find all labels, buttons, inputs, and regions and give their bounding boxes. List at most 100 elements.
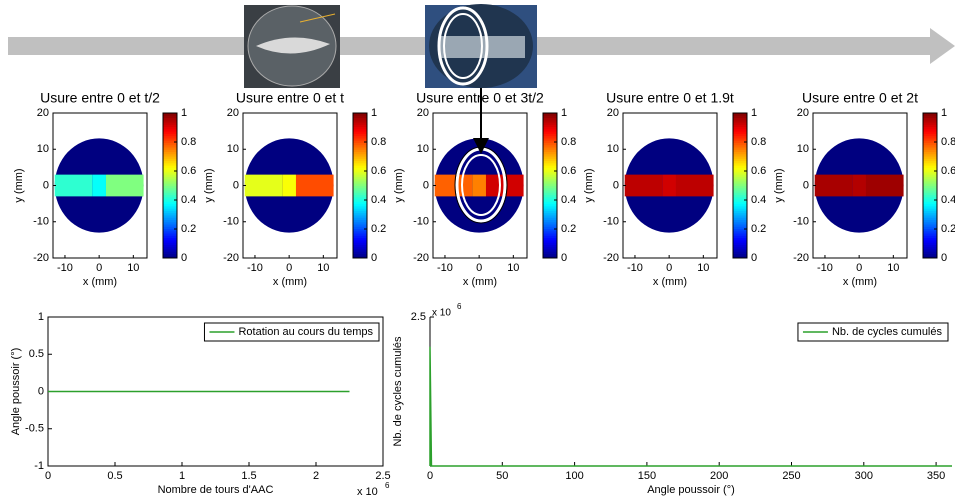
colorbar-step bbox=[543, 137, 557, 141]
colorbar-tick-label: 1 bbox=[941, 107, 947, 119]
y-axis-label: y (mm) bbox=[583, 168, 595, 202]
colorbar-step bbox=[163, 219, 177, 223]
wear-strip bbox=[814, 174, 853, 197]
colorbar-tick-label: 0 bbox=[561, 252, 567, 264]
wear-strip bbox=[675, 174, 714, 197]
colorbar-step bbox=[353, 180, 367, 184]
colorbar-step bbox=[923, 214, 937, 218]
colorbar-step bbox=[543, 239, 557, 243]
x-tick-label: -10 bbox=[247, 262, 263, 274]
colorbar-step bbox=[733, 146, 747, 150]
x-tick-label: 0 bbox=[45, 470, 51, 482]
y-tick-label: 0 bbox=[613, 179, 619, 191]
colorbar-tick-label: 0.6 bbox=[181, 165, 196, 177]
colorbar-step bbox=[353, 178, 367, 182]
x-tick-label: 150 bbox=[638, 470, 656, 482]
y-tick-label: 20 bbox=[607, 107, 619, 119]
colorbar-step bbox=[733, 214, 747, 218]
colorbar-step bbox=[733, 142, 747, 146]
series-line bbox=[429, 346, 952, 467]
colorbar-tick-label: 1 bbox=[561, 107, 567, 119]
colorbar-step bbox=[163, 144, 177, 148]
colorbar-step bbox=[923, 180, 937, 184]
colorbar-step bbox=[163, 248, 177, 252]
colorbar-step bbox=[163, 255, 177, 259]
colorbar-frame bbox=[732, 112, 748, 259]
colorbar-step bbox=[163, 133, 177, 137]
wear-strip bbox=[54, 174, 93, 197]
wear-strip bbox=[105, 174, 144, 197]
colorbar-step bbox=[923, 239, 937, 243]
colorbar-step bbox=[353, 199, 367, 202]
colorbar-step bbox=[733, 190, 747, 193]
colorbar-step bbox=[923, 133, 937, 137]
colorbar-step bbox=[543, 180, 557, 184]
x-axis-label: Nombre de tours d'AAC bbox=[158, 484, 274, 496]
colorbar-step bbox=[163, 192, 177, 196]
colorbar-step bbox=[733, 228, 747, 232]
colorbar-step bbox=[733, 221, 747, 225]
colorbar-step bbox=[353, 137, 367, 141]
colorbar-step bbox=[163, 196, 177, 200]
colorbar-step bbox=[543, 122, 557, 125]
colorbar-step bbox=[543, 131, 557, 134]
colorbar-step bbox=[543, 246, 557, 250]
colorbar-tick-label: 0.4 bbox=[371, 194, 386, 206]
colorbar-step bbox=[353, 233, 367, 236]
colorbar-step bbox=[733, 178, 747, 182]
colorbar-step bbox=[163, 167, 177, 171]
colorbar-step bbox=[163, 210, 177, 214]
y-exponent-base: x 10 bbox=[432, 308, 451, 319]
colorbar-step bbox=[163, 221, 177, 225]
x-tick-label: 10 bbox=[127, 262, 139, 274]
colorbar-step bbox=[923, 124, 937, 128]
colorbar-step bbox=[733, 126, 747, 130]
colorbar-step bbox=[923, 128, 937, 132]
colorbar-step bbox=[923, 171, 937, 175]
colorbar-tick-label: 1 bbox=[371, 107, 377, 119]
colorbar-step bbox=[733, 158, 747, 162]
colorbar-step bbox=[163, 226, 177, 230]
colorbar-step bbox=[543, 226, 557, 230]
y-tick-label: 10 bbox=[607, 143, 619, 155]
colorbar-step bbox=[543, 203, 557, 207]
y-tick-label: -10 bbox=[793, 216, 809, 228]
colorbar-step bbox=[543, 194, 557, 198]
colorbar-step bbox=[733, 235, 747, 239]
colorbar-step bbox=[543, 169, 557, 173]
colorbar-step bbox=[733, 169, 747, 173]
colorbar-step bbox=[733, 119, 747, 123]
colorbar-step bbox=[543, 190, 557, 193]
colorbar-step bbox=[733, 244, 747, 248]
colorbar-step bbox=[353, 205, 367, 209]
colorbar-step bbox=[923, 113, 937, 116]
y-axis-label: y (mm) bbox=[393, 168, 405, 202]
colorbar-step bbox=[923, 208, 937, 211]
colorbar-step bbox=[353, 239, 367, 243]
wear-strip bbox=[244, 174, 283, 197]
colorbar-step bbox=[353, 140, 367, 143]
colorbar-step bbox=[543, 199, 557, 202]
x-tick-label: 1 bbox=[179, 470, 185, 482]
colorbar-step bbox=[733, 113, 747, 116]
colorbar-step bbox=[163, 119, 177, 123]
colorbar-step bbox=[163, 214, 177, 218]
colorbar-step bbox=[733, 162, 747, 166]
colorbar-step bbox=[923, 228, 937, 232]
colorbar-step bbox=[543, 230, 557, 234]
colorbar-step bbox=[163, 190, 177, 193]
wear-strip bbox=[865, 174, 904, 197]
colorbar-step bbox=[543, 171, 557, 175]
colorbar-step bbox=[163, 131, 177, 134]
colorbar-step bbox=[353, 156, 367, 159]
y-tick-label: 10 bbox=[227, 143, 239, 155]
wear-strip bbox=[624, 174, 663, 197]
colorbar-step bbox=[163, 169, 177, 173]
colorbar-step bbox=[923, 230, 937, 234]
colorbar-step bbox=[163, 251, 177, 254]
colorbar-step bbox=[353, 201, 367, 205]
colorbar-step bbox=[353, 158, 367, 162]
y-tick-label: -1 bbox=[34, 460, 44, 472]
x-tick-label: 10 bbox=[697, 262, 709, 274]
